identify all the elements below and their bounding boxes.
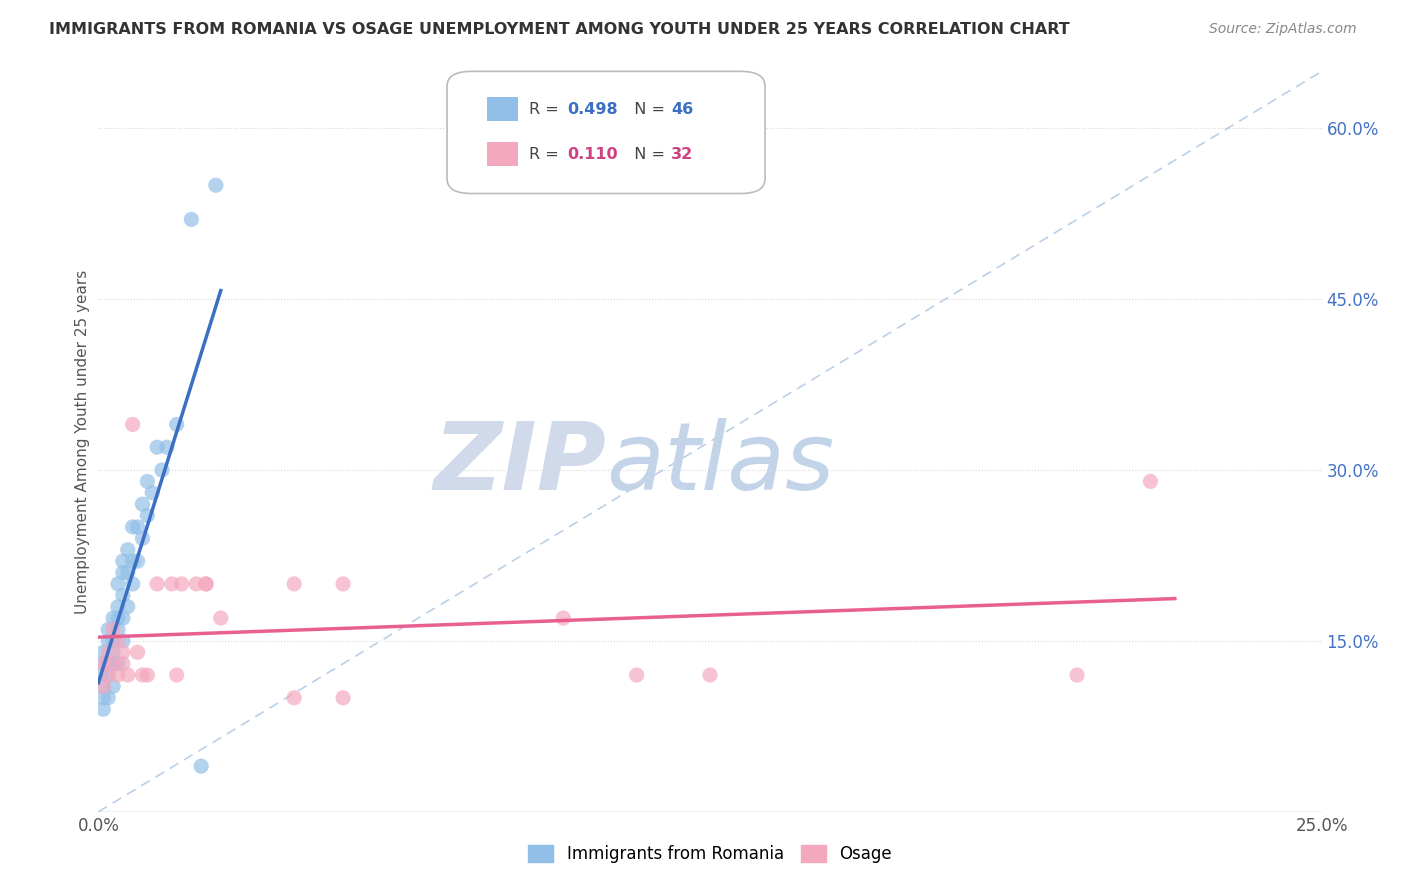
Point xyxy=(121,520,143,534)
Point xyxy=(166,417,188,432)
Point xyxy=(97,623,120,637)
Point xyxy=(117,599,139,614)
Point xyxy=(107,577,129,591)
Point xyxy=(1066,668,1088,682)
Point xyxy=(553,611,575,625)
Point xyxy=(91,680,114,694)
Text: 0.498: 0.498 xyxy=(567,102,617,117)
Text: atlas: atlas xyxy=(606,418,834,509)
Point xyxy=(91,680,114,694)
FancyBboxPatch shape xyxy=(447,71,765,194)
Point xyxy=(111,554,134,568)
Point xyxy=(101,657,124,671)
Point xyxy=(101,645,124,659)
Point xyxy=(107,633,129,648)
Point xyxy=(146,440,169,454)
Legend: Immigrants from Romania, Osage: Immigrants from Romania, Osage xyxy=(522,838,898,870)
Point xyxy=(283,690,305,705)
Point xyxy=(332,577,354,591)
Point xyxy=(90,668,112,682)
Point xyxy=(283,577,305,591)
Point xyxy=(117,566,139,580)
Point xyxy=(121,554,143,568)
Point xyxy=(111,633,134,648)
Point xyxy=(97,633,120,648)
Point xyxy=(97,657,120,671)
Point xyxy=(166,668,188,682)
Point xyxy=(131,497,153,511)
Point xyxy=(209,611,232,625)
Text: Source: ZipAtlas.com: Source: ZipAtlas.com xyxy=(1209,22,1357,37)
Point xyxy=(101,633,124,648)
Text: 46: 46 xyxy=(671,102,693,117)
Point xyxy=(91,702,114,716)
Point xyxy=(160,577,183,591)
Point xyxy=(101,623,124,637)
Point xyxy=(332,690,354,705)
Text: IMMIGRANTS FROM ROMANIA VS OSAGE UNEMPLOYMENT AMONG YOUTH UNDER 25 YEARS CORRELA: IMMIGRANTS FROM ROMANIA VS OSAGE UNEMPLO… xyxy=(49,22,1070,37)
FancyBboxPatch shape xyxy=(488,97,517,121)
Point xyxy=(626,668,648,682)
Point xyxy=(127,554,149,568)
Point xyxy=(111,657,134,671)
Point xyxy=(107,599,129,614)
Point xyxy=(195,577,218,591)
Text: N =: N = xyxy=(624,147,671,161)
Text: R =: R = xyxy=(529,147,564,161)
Text: R =: R = xyxy=(529,102,564,117)
Point xyxy=(156,440,179,454)
Point xyxy=(97,668,120,682)
Point xyxy=(131,668,153,682)
Point xyxy=(111,611,134,625)
Point xyxy=(136,668,159,682)
Point xyxy=(136,475,159,489)
Text: N =: N = xyxy=(624,102,671,117)
Point xyxy=(127,520,149,534)
Point xyxy=(121,577,143,591)
Point xyxy=(180,212,202,227)
Point xyxy=(117,668,139,682)
Point xyxy=(97,668,120,682)
Point xyxy=(107,611,129,625)
Point xyxy=(136,508,159,523)
Y-axis label: Unemployment Among Youth under 25 years: Unemployment Among Youth under 25 years xyxy=(75,269,90,614)
Point xyxy=(127,645,149,659)
Point xyxy=(107,668,129,682)
Point xyxy=(141,485,163,500)
Point xyxy=(91,690,114,705)
Point xyxy=(91,657,114,671)
Point xyxy=(101,657,124,671)
Point xyxy=(97,645,120,659)
Point xyxy=(101,680,124,694)
Point xyxy=(107,623,129,637)
Point xyxy=(91,657,114,671)
Point xyxy=(195,577,218,591)
Point xyxy=(170,577,193,591)
Point xyxy=(107,657,129,671)
Point xyxy=(190,759,212,773)
Point xyxy=(101,611,124,625)
Point xyxy=(1139,475,1161,489)
Point xyxy=(91,645,114,659)
Text: ZIP: ZIP xyxy=(433,417,606,509)
Point xyxy=(699,668,721,682)
Text: 32: 32 xyxy=(671,147,693,161)
Point xyxy=(150,463,173,477)
Text: 0.110: 0.110 xyxy=(567,147,617,161)
Point xyxy=(131,532,153,546)
Point xyxy=(186,577,208,591)
Point xyxy=(121,417,143,432)
Point xyxy=(111,645,134,659)
Point xyxy=(111,588,134,602)
Point xyxy=(117,542,139,557)
Point xyxy=(111,566,134,580)
Point xyxy=(205,178,228,193)
FancyBboxPatch shape xyxy=(488,143,517,166)
Point xyxy=(146,577,169,591)
Point xyxy=(97,690,120,705)
